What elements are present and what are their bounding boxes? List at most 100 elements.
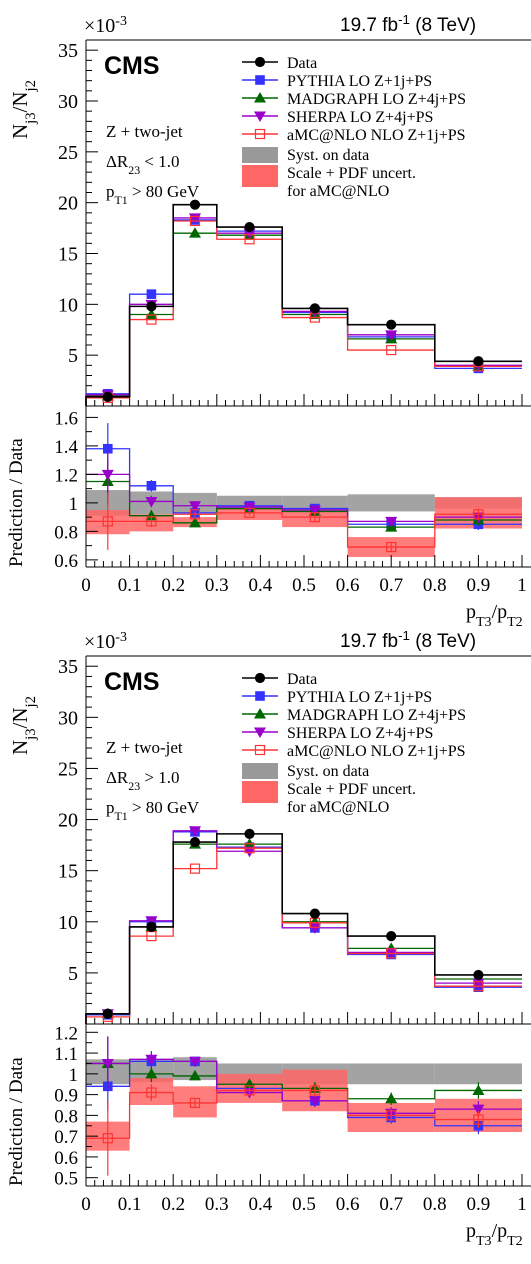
ratio-y-axis-title: Prediction / Data (6, 438, 27, 567)
sherpa-lo-z-4j-ps-ratio-point (308, 1096, 321, 1107)
x-tick-label: 0 (81, 575, 91, 596)
legend-marker (255, 691, 265, 701)
x-tick-label: 0 (81, 1194, 91, 1215)
legend-marker (254, 744, 266, 756)
legend-label: aMC@NLO NLO Z+1j+PS (287, 127, 466, 144)
data-point (189, 199, 201, 210)
amc-nlo-nlo-z-1j-ps-ratio-line (86, 1089, 522, 1139)
x-axis-title: pT3/pT2 (466, 601, 523, 630)
y-tick-label: 30 (58, 91, 78, 113)
selection-line-1: Z + two-jet (106, 738, 183, 757)
legend-marker (254, 727, 266, 738)
y-tick-label: 30 (58, 707, 78, 729)
ratio-y-tick-label: 0.5 (54, 1169, 78, 1190)
exponent-label: ×10-3 (84, 14, 127, 38)
data-point (146, 921, 157, 932)
amc-nlo-nlo-z-1j-ps-point (146, 314, 157, 325)
pythia-lo-z-1j-ps-point (146, 289, 157, 299)
selection-line-2: ΔR23 > 1.0 (106, 768, 180, 793)
sherpa-lo-z-4j-ps-ratio-point (145, 496, 158, 508)
legend-marker (254, 128, 266, 140)
legend-label: SHERPA LO Z+4j+PS (287, 725, 433, 742)
ratio-y-tick-label: 0.7 (54, 1127, 78, 1148)
sherpa-lo-z-4j-ps-point (308, 923, 321, 934)
ratio-y-axis-title: Prediction / Data (6, 1057, 27, 1186)
x-tick-label: 0.7 (379, 1194, 403, 1215)
ratio-y-tick-label: 0.6 (54, 551, 78, 572)
legend-label: Syst. on data (287, 763, 369, 780)
amc-nlo-nlo-z-1j-ps-ratio-point (102, 1133, 113, 1144)
data-point (473, 969, 484, 981)
sherpa-lo-z-4j-ps-ratio-point (472, 1104, 485, 1116)
sherpa-lo-z-4j-ps-point (145, 916, 158, 927)
amc-nlo-nlo-z-1j-ps-point (244, 843, 255, 854)
x-tick-label: 0.4 (249, 1194, 273, 1215)
legend-label: Syst. on data (287, 147, 369, 164)
sherpa-lo-z-4j-ps-point (385, 330, 398, 341)
data-point (386, 930, 397, 942)
data-point (309, 303, 320, 314)
syst-band (434, 1063, 522, 1085)
madgraph-lo-z-4j-ps-ratio-point (385, 1092, 398, 1104)
x-tick-label: 0.5 (292, 1194, 316, 1215)
y-tick-label: 5 (68, 345, 78, 367)
x-tick-label: 0.3 (205, 575, 229, 596)
legend-label: PYTHIA LO Z+1j+PS (287, 73, 432, 90)
y-tick-label: 10 (58, 912, 78, 934)
y-axis-title: Nj3/Nj2 (8, 80, 39, 139)
legend-marker (254, 92, 266, 103)
ratio-y-tick-label: 1.2 (54, 465, 78, 486)
x-tick-label: 0.6 (336, 575, 360, 596)
madgraph-lo-z-4j-ps-step-line (85, 843, 522, 1024)
amc-nlo-nlo-z-1j-ps-step-line (85, 847, 522, 1024)
amc-nlo-nlo-z-1j-ps-ratio-point (309, 512, 320, 523)
syst-band (282, 495, 348, 511)
legend-swatch (242, 165, 278, 187)
ratio-y-tick-label: 0.8 (54, 1106, 78, 1127)
x-tick-label: 0.7 (379, 575, 403, 596)
top-main-panel: 5 10 15 20 25 30 35 ×10-3 19.7 fb-1 (8 TeV) CMS Nj… (8, 12, 531, 407)
sherpa-lo-z-4j-ps-point (243, 228, 256, 240)
legend-label: aMC@NLO NLO Z+1j+PS (287, 743, 466, 760)
sherpa-lo-z-4j-ps-ratio-point (308, 505, 321, 517)
top-ratio-panel: 0.6 0.8 1 1.2 1.4 1.6 0 0.1 0.2 0.3 0.4 0.5 0.6 0.7 0.… (6, 405, 531, 630)
sherpa-lo-z-4j-ps-ratio-point (101, 469, 114, 481)
data-point (386, 319, 397, 330)
ratio-y-tick-label: 0.9 (54, 1086, 78, 1107)
data-point (244, 221, 255, 233)
legend-label: PYTHIA LO Z+1j+PS (287, 689, 432, 706)
x-tick-label: 0.8 (423, 1194, 447, 1215)
ratio-y-axis-title-text: Prediction / Data (6, 1057, 27, 1186)
data-point (102, 391, 113, 402)
pythia-lo-z-1j-ps-ratio-point (146, 480, 157, 491)
madgraph-lo-z-4j-ps-ratio-point (145, 1067, 158, 1079)
sherpa-lo-z-4j-ps-point (189, 826, 201, 837)
amc-nlo-nlo-z-1j-ps-ratio-point (473, 509, 484, 520)
x-tick-label: 0.6 (336, 1194, 360, 1215)
y-tick-label: 35 (58, 40, 78, 62)
ratio-y-axis-title-text: Prediction / Data (6, 438, 27, 567)
legend-label: Data (287, 55, 317, 72)
sherpa-lo-z-4j-ps-ratio-point (101, 1058, 114, 1070)
data-point (309, 908, 320, 919)
exponent-label: ×10-3 (84, 630, 127, 654)
legend-label: Data (287, 671, 317, 688)
y-tick-label: 25 (58, 758, 78, 780)
madgraph-lo-z-4j-ps-ratio-point (472, 1084, 485, 1095)
amc-nlo-nlo-z-1j-ps-ratio-point (386, 1110, 397, 1121)
data-point (244, 828, 255, 839)
amc-nlo-nlo-z-1j-ps-point (244, 234, 255, 245)
y-tick-label: 25 (58, 142, 78, 164)
amc-nlo-nlo-z-1j-ps-point (386, 344, 397, 356)
bottom-ratio-panel: 0.50.60.70.80.911.11.20 0.1 0.2 0.3 0.4 0.5 0.… (6, 1023, 531, 1249)
x-tick-label: 1 (517, 1194, 527, 1215)
y-tick-label: 20 (58, 810, 78, 832)
selection-line-3: pT1 > 80 GeV (106, 798, 200, 823)
amc-nlo-nlo-z-1j-ps-ratio-point (189, 1097, 201, 1109)
data-point (189, 836, 201, 848)
legend-label-2: for aMC@NLO (287, 799, 389, 816)
amc-nlo-nlo-z-1j-ps-ratio-point (146, 516, 157, 527)
lumi-label: 19.7 fb-1 (8 TeV) (340, 628, 476, 653)
x-axis-title: pT3/pT2 (466, 1220, 523, 1249)
